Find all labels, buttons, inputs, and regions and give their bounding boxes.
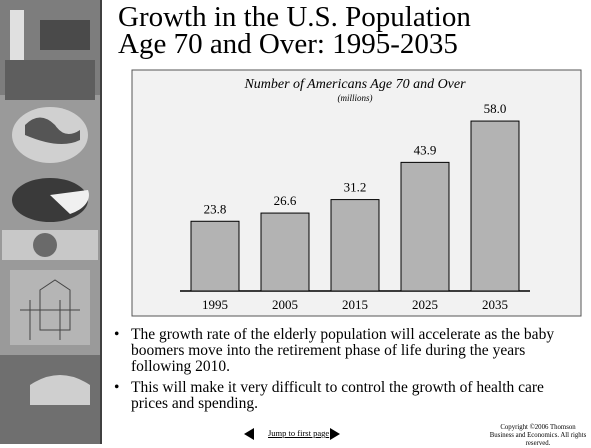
x-tick-label: 2035 (482, 297, 508, 312)
chart-title: Number of Americans Age 70 and Over (243, 77, 466, 92)
nav-arrows (244, 428, 340, 440)
prev-arrow[interactable] (244, 428, 254, 440)
chart-subtitle: (millions) (338, 93, 373, 103)
bar (470, 120, 520, 292)
decorative-strip (0, 0, 102, 444)
x-tick-label: 2025 (412, 297, 438, 312)
copyright: Copyright ©2006 Thomson Business and Eco… (489, 424, 587, 447)
x-tick-label: 2005 (272, 297, 298, 312)
value-label: 31.2 (344, 180, 367, 195)
slide-title: Growth in the U.S. Population Age 70 and… (118, 1, 471, 60)
value-label: 43.9 (414, 142, 437, 157)
bar (190, 220, 240, 292)
bullet: • This will make it very difficult to con… (114, 380, 584, 412)
bar (400, 161, 450, 292)
next-arrow[interactable] (330, 428, 340, 440)
value-label: 23.8 (204, 201, 227, 216)
jump-link[interactable]: Jump to first page (268, 428, 330, 438)
bar (330, 199, 380, 292)
chart: Number of Americans Age 70 and Over (mil… (131, 69, 582, 317)
title-line: Age 70 and Over: 1995-2035 (118, 28, 458, 60)
bullet-text: The growth rate of the elderly populatio… (131, 326, 555, 375)
bullet-text: This will make it very difficult to cont… (131, 379, 544, 412)
x-tick-label: 1995 (202, 297, 228, 312)
title-line: Growth in the U.S. Population (118, 1, 471, 33)
bullet: • The growth rate of the elderly populati… (114, 327, 584, 375)
value-label: 26.6 (274, 193, 297, 208)
value-label: 58.0 (484, 101, 507, 116)
bar (260, 212, 310, 292)
x-tick-label: 2015 (342, 297, 368, 312)
